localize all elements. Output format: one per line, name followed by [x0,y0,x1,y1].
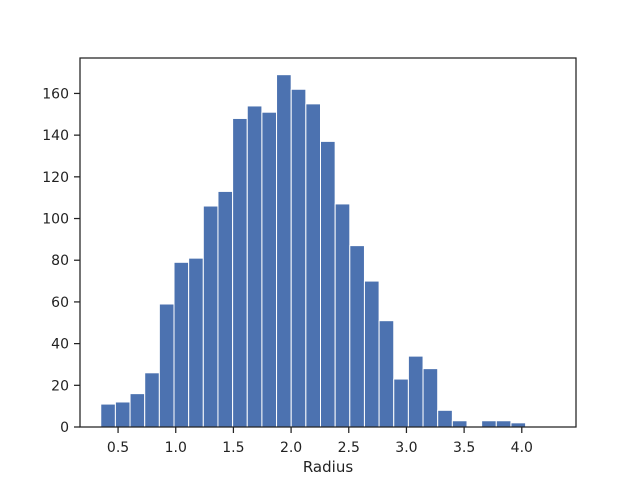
y-tick-label: 0 [60,420,69,436]
x-axis: 0.5 1.0 1.5 2.0 2.5 3.0 3.5 4.0 [107,427,533,456]
histogram-bar [437,409,453,428]
x-tick-label: 1.0 [165,440,187,456]
histogram-bar [100,403,116,428]
histogram-bar [114,401,131,428]
x-tick-label: 2.0 [280,440,302,456]
histogram-bar [349,245,365,428]
x-tick-label: 3.5 [453,440,475,456]
histogram-bar [334,203,351,428]
histogram-bar [451,420,468,428]
x-axis-title: Radius [303,458,353,476]
y-tick-label: 20 [51,378,69,394]
histogram-bar [407,355,424,428]
histogram-bar [188,257,204,428]
y-tick-label: 140 [42,128,69,144]
x-tick-label: 2.5 [338,440,360,456]
y-tick-label: 80 [51,253,69,269]
histogram-bar [320,140,336,428]
histogram-bar [158,303,175,428]
y-tick-label: 120 [42,170,69,186]
histogram-bar [144,372,160,428]
histogram-bar [378,320,395,428]
histogram-bar [510,422,527,428]
x-tick-label: 3.0 [395,440,417,456]
histogram-bar [363,280,380,428]
histogram-bar [261,111,278,428]
histogram-bar [129,393,146,428]
y-tick-label: 60 [51,295,69,311]
x-tick-label: 4.0 [511,440,533,456]
histogram-bar [422,368,439,428]
histogram-bar [232,117,248,428]
y-axis: 0 20 40 60 80 100 120 140 160 [42,86,80,436]
y-tick-label: 40 [51,337,69,353]
x-tick-label: 1.5 [222,440,244,456]
histogram-bar [481,420,497,428]
y-tick-label: 100 [42,212,69,228]
axes-frame [79,57,577,428]
histogram-bar [495,420,512,428]
histogram-bar [305,103,322,428]
histogram-bar [393,378,409,428]
histogram-bar [173,261,190,428]
histogram-bar [217,190,234,428]
y-tick-label: 160 [42,86,69,102]
histogram-bar [290,88,307,428]
histogram-bar [276,74,292,428]
x-tick-label: 0.5 [107,440,129,456]
histogram-bar [202,205,219,428]
histogram-bar [246,105,263,428]
